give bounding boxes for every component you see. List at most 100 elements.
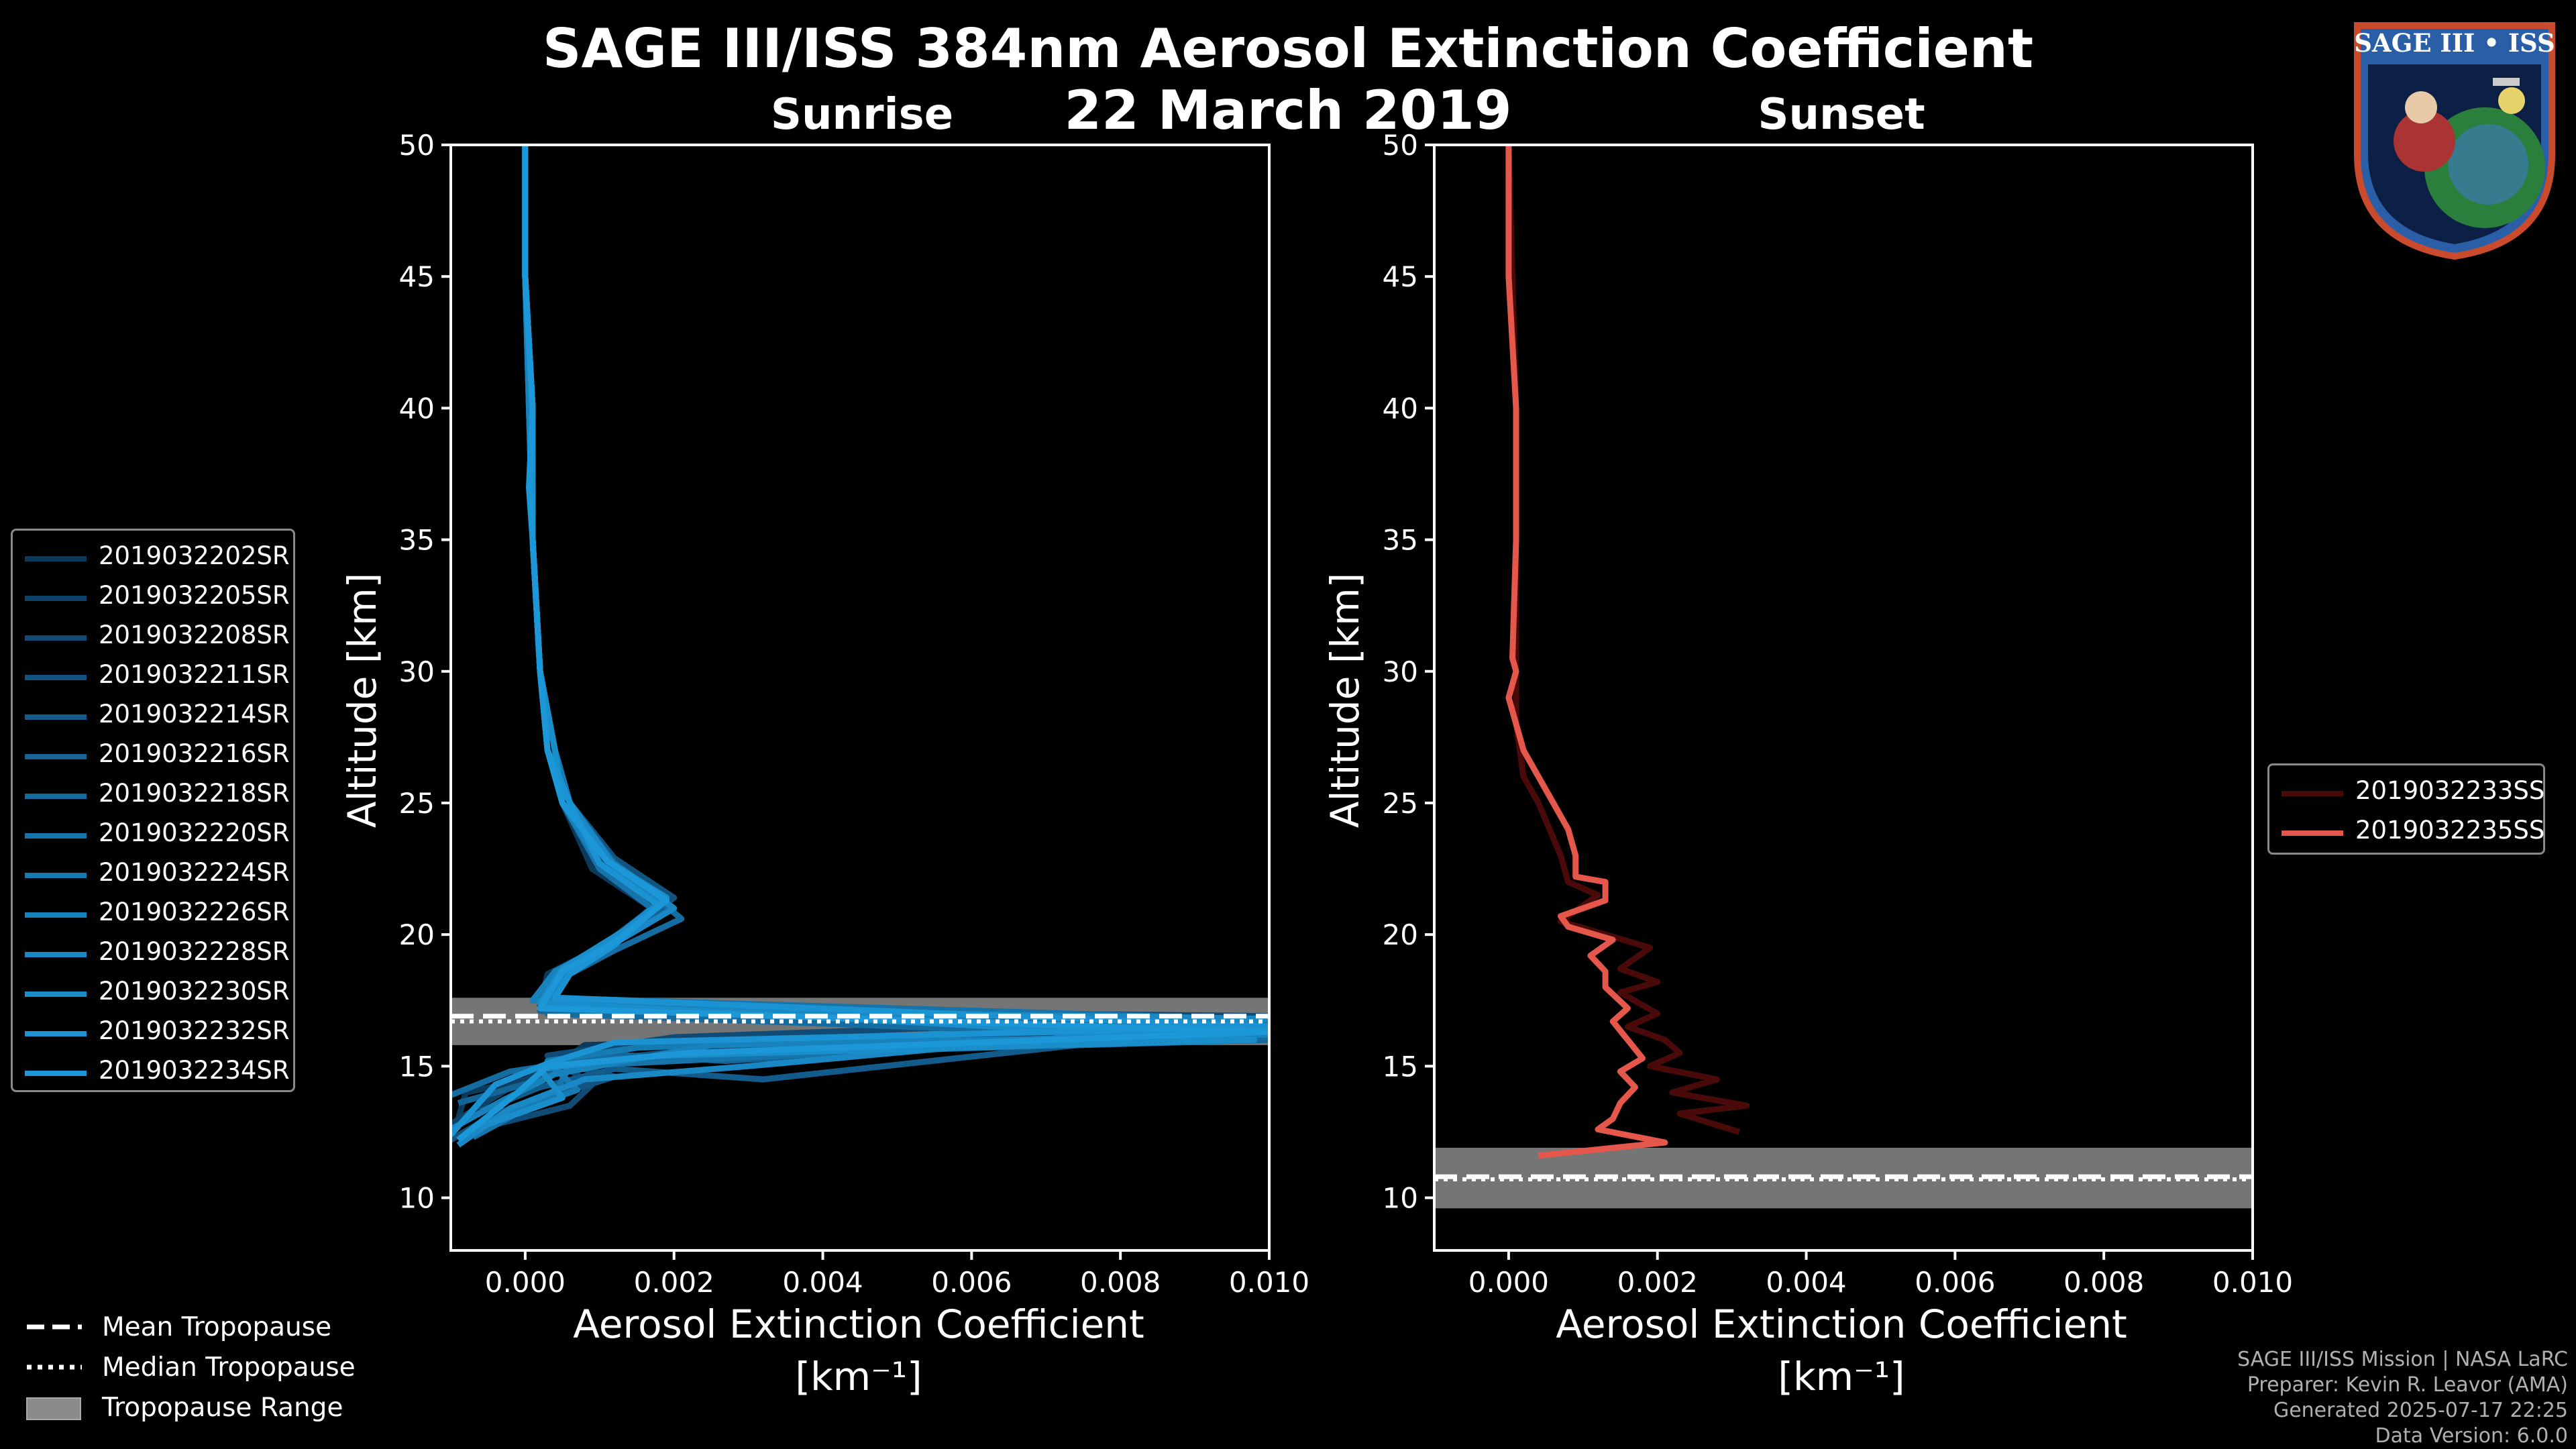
mean-tropopause-label: Mean Tropopause (102, 1312, 332, 1342)
badge-figure-icon (2394, 110, 2455, 172)
sunrise-xlabel: Aerosol Extinction Coefficient (573, 1301, 1144, 1347)
sunrise-legend-entry: 2019032218SR (13, 775, 293, 814)
footer-credits: SAGE III/ISS Mission | NASA LaRC Prepare… (2237, 1347, 2568, 1449)
sunrise-legend-label: 2019032218SR (99, 779, 290, 808)
sunrise-series-2019032202SR (455, 145, 1269, 1120)
sunrise-panel-title: Sunrise (770, 90, 954, 140)
sunset-xtick-label: 0.000 (1468, 1266, 1549, 1299)
sunset-xtick-label: 0.002 (1617, 1266, 1698, 1299)
chart-date: 22 March 2019 (1064, 79, 1512, 142)
sunrise-legend-swatch (25, 952, 87, 957)
sunrise-xlabel-unit: [km⁻¹] (795, 1354, 922, 1399)
sunrise-legend-swatch (25, 873, 87, 878)
sunrise-legend-label: 2019032232SR (99, 1016, 290, 1045)
sunrise-series-2019032205SR (451, 145, 1269, 1127)
sunset-xtick-label: 0.010 (2212, 1266, 2293, 1299)
sunset-legend-entry: 2019032235SS (2269, 812, 2545, 851)
sunrise-series-2019032220SR (472, 145, 1269, 1140)
sunrise-legend-entry: 2019032220SR (13, 814, 293, 853)
sunrise-legend-entry: 2019032228SR (13, 933, 293, 972)
sunrise-legend-label: 2019032224SR (99, 858, 290, 887)
sunset-legend-swatch (2282, 791, 2343, 796)
sunset-xlabel: Aerosol Extinction Coefficient (1556, 1301, 2127, 1347)
sunset-ytick-label: 30 (1383, 655, 1418, 688)
sunset-ytick-label: 40 (1383, 392, 1418, 425)
sunrise-series-2019032208SR (465, 145, 1269, 1135)
sunrise-legend-entry: 2019032224SR (13, 854, 293, 893)
badge-text: SAGE III • ISS (2354, 28, 2555, 58)
sunrise-legend-label: 2019032228SR (99, 937, 290, 966)
sunrise-legend-label: 2019032211SR (99, 660, 290, 689)
sunrise-legend-entry: 2019032230SR (13, 973, 293, 1012)
sunrise-ytick-label: 35 (399, 524, 435, 557)
tropopause-legend: Mean Tropopause Median Tropopause Tropop… (24, 1307, 386, 1434)
tropopause-range-label: Tropopause Range (102, 1393, 343, 1423)
sunset-xlabel-unit: [km⁻¹] (1778, 1354, 1905, 1399)
sunset-xtick-label: 0.004 (1766, 1266, 1846, 1299)
footer-generated: Generated 2025-07-17 22:25 (2273, 1399, 2568, 1422)
sunset-ytick-label: 15 (1383, 1050, 1418, 1083)
sunrise-series-2019032234SR (456, 145, 1269, 1142)
sunrise-ytick-label: 15 (399, 1050, 435, 1083)
sunrise-legend-label: 2019032214SR (99, 700, 290, 729)
tropopause-range-swatch (26, 1397, 81, 1420)
sunset-xtick-label: 0.006 (1915, 1266, 1995, 1299)
sunset-ytick-label: 45 (1383, 260, 1418, 293)
sunrise-legend-swatch (25, 1071, 87, 1076)
sunrise-xtick-label: 0.004 (782, 1266, 863, 1299)
sunrise-legend-label: 2019032230SR (99, 977, 290, 1006)
sunrise-xtick-label: 0.008 (1080, 1266, 1161, 1299)
sunset-ytick-label: 10 (1383, 1182, 1418, 1215)
sunrise-legend-label: 2019032220SR (99, 818, 290, 847)
sunset-ytick-label: 25 (1383, 787, 1418, 820)
sunrise-legend-label: 2019032202SR (99, 541, 290, 570)
sunrise-legend-label: 2019032234SR (99, 1056, 290, 1085)
sunrise-ytick-label: 25 (399, 787, 435, 820)
sunrise-series-2019032224SR (486, 145, 1269, 1124)
sunrise-xtick-label: 0.000 (485, 1266, 566, 1299)
sunrise-legend-entry: 2019032232SR (13, 1012, 293, 1051)
sunrise-series-2019032214SR (479, 145, 1269, 1114)
sunrise-legend-entry: 2019032226SR (13, 894, 293, 932)
sunrise-ylabel: Altitude [km] (339, 572, 385, 828)
sunrise-series-2019032230SR (479, 145, 1258, 1130)
sunrise-legend-label: 2019032226SR (99, 898, 290, 926)
sunrise-legend-entry: 2019032208SR (13, 616, 293, 655)
sunset-legend-swatch (2282, 830, 2343, 836)
sunset-panel-title: Sunset (1758, 90, 1925, 140)
sunrise-legend-swatch (25, 635, 87, 641)
sunset-axes-frame (1433, 144, 2254, 1252)
sunset-ylabel: Altitude [km] (1322, 572, 1368, 828)
sunrise-xtick-label: 0.010 (1229, 1266, 1309, 1299)
sunset-series-2019032235SS (1505, 145, 1668, 1159)
badge-sun-icon (2498, 87, 2525, 114)
sage-iii-iss-badge: SAGE III • ISS (2344, 13, 2565, 262)
sunrise-ytick-label: 50 (399, 129, 435, 162)
sunrise-ytick-label: 30 (399, 655, 435, 688)
sunset-legend-label: 2019032235SS (2355, 816, 2545, 845)
sunrise-plot: 0.000 0.002 0.004 0.006 0.008 0.010 10 15 20 25 30… (399, 129, 1310, 1299)
sunrise-series-2019032218SR (451, 145, 1269, 1098)
chart-title: SAGE III/ISS 384nm Aerosol Extinction Co… (542, 17, 2034, 80)
sunrise-legend-entry: 2019032202SR (13, 537, 293, 576)
sunrise-legend-swatch (25, 794, 87, 799)
sunrise-series-2019032211SR (451, 145, 1235, 1143)
sunrise-legend-entry: 2019032211SR (13, 656, 293, 695)
sunrise-series-2019032228SR (456, 145, 1269, 1148)
sunset-legend-label: 2019032233SS (2355, 776, 2545, 805)
badge-iss-icon (2493, 78, 2520, 86)
sunrise-legend-swatch (25, 991, 87, 997)
sunrise-legend-swatch (25, 556, 87, 561)
sunrise-legend-label: 2019032205SR (99, 581, 290, 610)
sunrise-legend-swatch (25, 1031, 87, 1036)
sunrise-legend-label: 2019032208SR (99, 621, 290, 649)
sunset-ytick-label: 50 (1383, 129, 1418, 162)
sunrise-legend: 2019032202SR 2019032205SR 2019032208SR 2019… (11, 529, 295, 1092)
sunrise-xtick-label: 0.006 (931, 1266, 1012, 1299)
sunset-xtick-label: 0.008 (2063, 1266, 2144, 1299)
sunset-ytick-label: 20 (1383, 918, 1418, 951)
footer-mission: SAGE III/ISS Mission | NASA LaRC (2237, 1348, 2568, 1371)
sunrise-ytick-label: 45 (399, 260, 435, 293)
footer-preparer: Preparer: Kevin R. Leavor (AMA) (2247, 1373, 2568, 1397)
